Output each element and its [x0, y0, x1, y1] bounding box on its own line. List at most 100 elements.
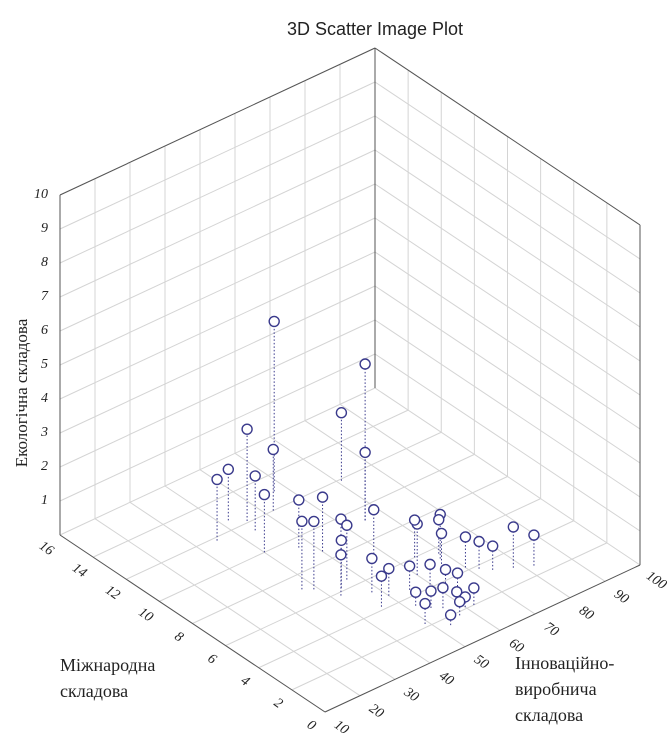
point [293, 494, 305, 506]
point [433, 513, 445, 526]
point [366, 552, 378, 565]
point [409, 586, 422, 598]
point [222, 463, 235, 476]
x-tick-label: 70 [541, 620, 561, 640]
x-tick-label: 50 [471, 652, 491, 672]
grid-line [59, 285, 376, 434]
y-tick-label: 8 [171, 629, 185, 645]
y-tick-label: 6 [205, 651, 219, 667]
point [241, 423, 253, 435]
point [268, 315, 280, 328]
point [383, 562, 395, 575]
grid-line [59, 81, 376, 230]
point [335, 549, 347, 561]
axis-edge [59, 534, 326, 713]
grid-line [374, 285, 641, 464]
point [296, 515, 308, 528]
point [444, 609, 457, 621]
point [249, 470, 261, 482]
grid-line [59, 251, 376, 400]
point [424, 558, 436, 571]
grid-line [374, 183, 641, 362]
y-axis-label: Міжнародна складова [60, 655, 156, 701]
x-tick-label: 100 [643, 569, 669, 593]
point [451, 567, 464, 579]
y-tick-label: 12 [102, 583, 122, 603]
z-tick-label: 7 [41, 289, 49, 304]
z-tick-label: 10 [34, 187, 48, 202]
point [439, 563, 452, 576]
grid-line [192, 476, 508, 624]
z-tick-label: 8 [41, 255, 48, 270]
grid-line [59, 149, 376, 298]
point [308, 515, 320, 528]
x-tick-label: 10 [331, 718, 351, 738]
point [453, 596, 466, 608]
z-tick-label: 6 [41, 323, 48, 338]
x-tick-label: 90 [611, 587, 631, 607]
axis-edge [59, 47, 376, 196]
point [425, 585, 437, 597]
z-tick-label: 1 [41, 493, 48, 508]
grid-line [59, 183, 376, 332]
grid-line [59, 387, 376, 536]
y-tick-label: 10 [136, 605, 156, 625]
point [258, 488, 271, 501]
x-tick-label: 40 [436, 669, 456, 689]
grid-line [59, 217, 376, 366]
point [486, 540, 499, 552]
point [403, 560, 416, 572]
point [335, 407, 348, 419]
axis-edge [324, 564, 641, 713]
point [359, 446, 371, 459]
point [335, 534, 348, 546]
point [528, 529, 540, 541]
y-tick-label: 2 [271, 695, 285, 711]
grid-line [374, 149, 641, 328]
z-tick-label: 5 [41, 357, 48, 372]
point [267, 443, 279, 456]
grid-line [59, 319, 376, 468]
point [408, 514, 421, 526]
point [437, 582, 449, 594]
z-tick-label: 9 [41, 221, 48, 236]
y-tick-label: 14 [69, 561, 89, 581]
x-tick-label: 20 [366, 701, 386, 721]
grid-line [374, 319, 641, 498]
point [451, 586, 463, 598]
y-tick-label: 16 [36, 539, 56, 559]
point [211, 473, 223, 486]
z-tick-label: 4 [41, 391, 48, 406]
grid-line [59, 115, 376, 264]
grid-line [374, 81, 641, 260]
grid-line [374, 353, 641, 532]
grid-line [374, 251, 641, 430]
point [507, 521, 520, 533]
grid-line [159, 453, 475, 602]
x-axis-label: Інноваційно-виробнича складова [515, 653, 615, 725]
chart-title: 3D Scatter Image Plot [287, 19, 463, 39]
point [375, 570, 388, 582]
z-tick-label: 2 [41, 459, 48, 474]
z-axis-label: Екологічна складова [12, 318, 31, 468]
z-tick-label: 3 [40, 425, 48, 440]
point [419, 597, 431, 610]
point [341, 519, 353, 531]
grid-line [92, 409, 409, 558]
axis-edge [374, 47, 641, 226]
y-tick-label: 0 [304, 718, 318, 734]
point [435, 527, 448, 540]
point [368, 504, 380, 516]
grid-line [374, 217, 641, 396]
point [468, 582, 480, 594]
y-tick-label: 4 [238, 673, 252, 689]
point [459, 531, 472, 543]
x-tick-label: 80 [576, 603, 596, 623]
point [359, 358, 371, 370]
point [316, 491, 329, 503]
grid-line [374, 115, 641, 294]
grid-line [126, 431, 442, 580]
x-tick-label: 30 [400, 684, 421, 705]
